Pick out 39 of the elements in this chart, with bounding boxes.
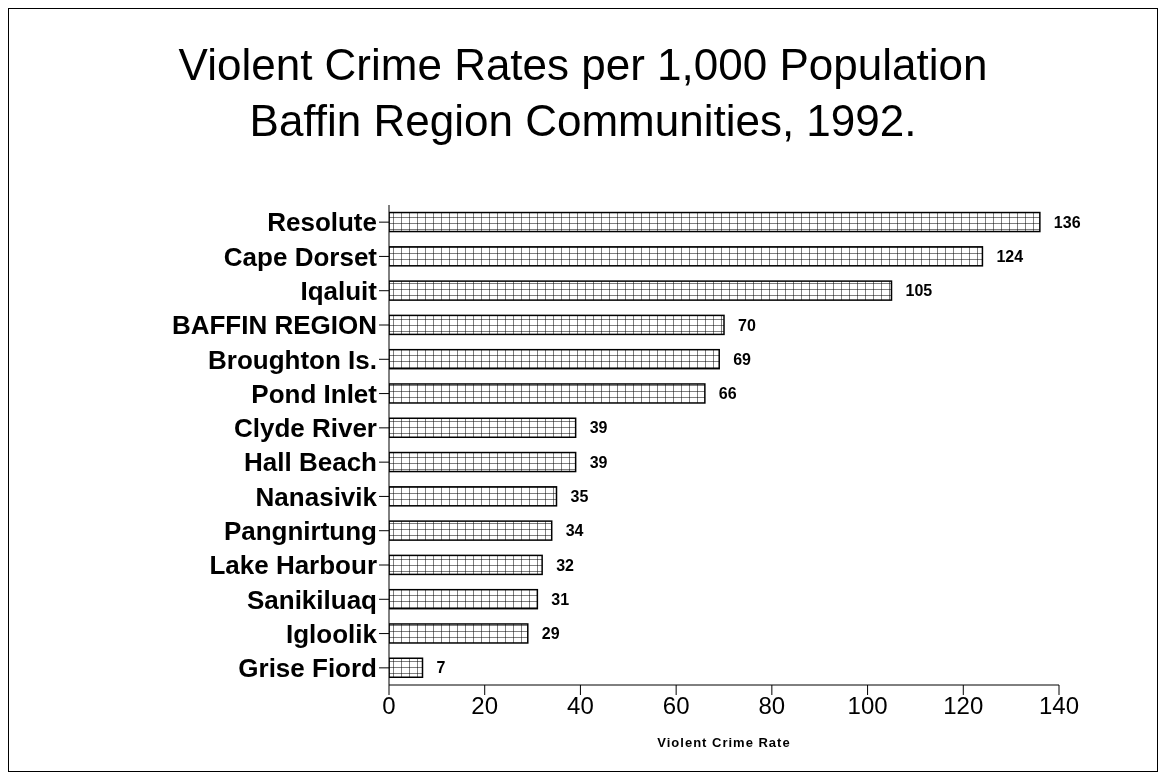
y-tick-label: Nanasivik <box>255 481 378 512</box>
y-tick-label: BAFFIN REGION <box>171 310 377 341</box>
x-tick-label: 0 <box>382 692 396 720</box>
data-label: 105 <box>905 282 933 300</box>
x-tick-label: 100 <box>847 692 888 720</box>
x-tick-label: 120 <box>943 692 984 720</box>
x-tick-label: 20 <box>471 692 499 720</box>
data-label: 136 <box>1053 213 1081 231</box>
data-label: 32 <box>556 556 575 574</box>
x-tick-label: 40 <box>567 692 594 720</box>
y-tick-label: Clyde River <box>233 413 377 444</box>
y-tick-label: Iqaluit <box>300 275 378 306</box>
data-label: 69 <box>733 350 752 368</box>
y-tick-label: Pangnirtung <box>223 515 377 546</box>
y-tick-label: Pond Inlet <box>251 378 378 409</box>
y-tick-label: Igloolik <box>286 618 378 649</box>
y-tick-label: Resolute <box>267 207 377 238</box>
y-tick-label: Hall Beach <box>244 447 377 478</box>
chart-subtitle: Baffin Region Communities, 1992. <box>248 95 918 147</box>
data-label: 7 <box>436 659 446 677</box>
data-label: 70 <box>738 316 756 334</box>
x-tick-label: 140 <box>1038 692 1080 720</box>
data-label: 31 <box>551 590 570 608</box>
data-label: 39 <box>589 419 608 437</box>
x-axis-title: Violent Crime Rate <box>657 735 791 750</box>
y-tick-label: Cape Dorset <box>223 241 378 272</box>
data-label: 39 <box>589 453 608 471</box>
x-tick-label: 80 <box>758 692 786 720</box>
y-tick-label: Broughton Is. <box>208 344 377 375</box>
y-tick-label: Sanikiluaq <box>246 584 377 615</box>
data-label: 124 <box>996 248 1024 266</box>
y-tick-label: Grise Fiord <box>238 653 377 684</box>
data-label: 66 <box>718 385 737 403</box>
x-tick-label: 60 <box>662 692 690 720</box>
chart-title: Violent Crime Rates per 1,000 Population <box>177 39 989 91</box>
y-tick-label: Lake Harbour <box>209 550 377 581</box>
data-label: 34 <box>565 522 584 540</box>
data-label: 29 <box>541 625 560 643</box>
data-label: 35 <box>570 488 589 506</box>
